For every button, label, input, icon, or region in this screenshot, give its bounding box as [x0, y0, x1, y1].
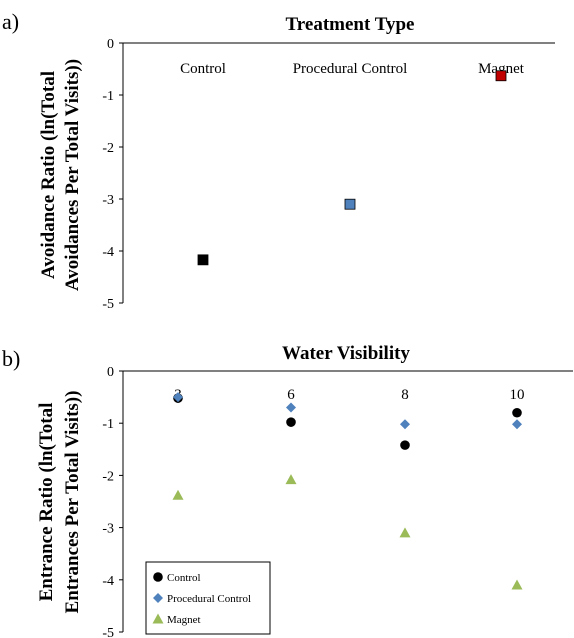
panel-a-ytick-label: -4 — [102, 245, 114, 260]
panel-b-ytick-label: -5 — [102, 626, 114, 638]
panel-a-category-label: Control — [180, 61, 226, 77]
panel-a-label: a) — [2, 9, 19, 34]
panel-a-point — [344, 198, 356, 210]
panel-a-ytick-label: 0 — [107, 37, 114, 52]
panel-a-category-label: Magnet — [478, 61, 525, 77]
panel-a-ylabel-line-1: Avoidance Ratio (ln(Total — [38, 71, 59, 279]
panel-a-treatment-type: a) Treatment Type Avoidance Ratio (ln(To… — [2, 9, 555, 312]
panel-b-point-diamond — [173, 392, 183, 403]
panel-b-point-circle — [400, 440, 410, 450]
legend-marker-circle — [153, 572, 163, 582]
panel-b-point-diamond — [512, 419, 522, 430]
panel-a-category-label: Procedural Control — [293, 61, 408, 77]
panel-b-ytick-label: -4 — [102, 574, 114, 589]
panel-b-point-circle — [286, 417, 296, 427]
panel-b-ylabel-line-2: Entrances Per Total Visits)) — [62, 391, 83, 614]
panel-a-ytick-label: -1 — [102, 89, 114, 104]
panel-a-ylabel-line-2: Avoidances Per Total Visits)) — [62, 59, 83, 291]
legend-marker-diamond — [153, 593, 163, 603]
panel-b-ylabel-line-1: Entrance Ratio (ln(Total — [36, 403, 57, 602]
panel-b-point-triangle — [399, 527, 411, 538]
panel-a-ytick-label: -5 — [102, 297, 114, 312]
panel-b-title: Water Visibility — [282, 343, 410, 364]
panel-a-title: Treatment Type — [286, 14, 415, 35]
panel-b-ytick-label: 0 — [107, 365, 114, 380]
panel-b-label: b) — [2, 346, 20, 371]
panel-b-point-diamond — [400, 419, 410, 430]
panel-a-point — [197, 254, 209, 266]
legend-marker-triangle — [152, 613, 164, 624]
panel-b-point-triangle — [511, 579, 523, 590]
panel-b-point-circle — [512, 407, 522, 418]
panel-b-point-diamond — [286, 402, 296, 413]
panel-b-category-label: 8 — [401, 387, 409, 403]
panel-a-ytick-label: -3 — [102, 193, 114, 208]
panel-b-legend: Control Procedural Control Magnet — [145, 561, 271, 635]
panel-b-ytick-label: -1 — [102, 417, 114, 432]
panel-b-water-visibility: b) Water Visibility Entrance Ratio (ln(T… — [2, 343, 573, 638]
legend-label: Procedural Control — [167, 593, 251, 605]
legend-label: Control — [167, 572, 201, 584]
panel-b-category-label: 6 — [287, 387, 295, 403]
panel-b-point-triangle — [285, 474, 297, 485]
legend-box — [145, 561, 271, 635]
panel-a-ytick-label: -2 — [102, 141, 114, 156]
panel-b-ytick-label: -3 — [102, 522, 114, 537]
legend-label: Magnet — [167, 614, 201, 626]
panel-a-point — [495, 70, 507, 82]
panel-b-ytick-label: -2 — [102, 469, 114, 484]
panel-b-point-triangle — [172, 489, 184, 500]
panel-b-category-label: 10 — [510, 387, 525, 403]
